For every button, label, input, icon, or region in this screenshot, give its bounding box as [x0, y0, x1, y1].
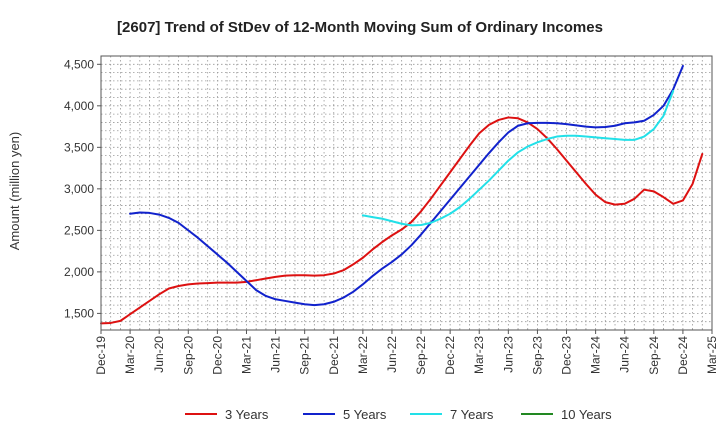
y-tick-label: 4,500: [64, 57, 94, 71]
y-axis-label: Amount (million yen): [7, 132, 22, 251]
x-tick-label: Sep-21: [298, 336, 312, 375]
legend: 3 Years 5 Years 7 Years 10 Years: [185, 407, 612, 422]
y-tick-label: 3,000: [64, 182, 94, 196]
x-tick-label: Jun-23: [501, 336, 515, 373]
x-tick-label: Mar-24: [589, 336, 603, 374]
y-tick-label: 1,500: [64, 306, 94, 320]
legend-label: 7 Years: [450, 407, 494, 422]
x-axis-ticks: Dec-19 Mar-20 Jun-20 Sep-20 Dec-20 Mar-21 Jun-…: [94, 330, 719, 375]
x-tick-label: Sep-20: [181, 336, 195, 375]
grid: [101, 56, 712, 331]
x-tick-label: Mar-21: [239, 336, 253, 374]
x-tick-label: Jun-22: [385, 336, 399, 373]
x-tick-label: Dec-22: [443, 336, 457, 375]
x-tick-label: Dec-20: [210, 336, 224, 375]
y-tick-label: 2,000: [64, 265, 94, 279]
series-line-3-years: [100, 116, 704, 325]
x-tick-label: Dec-21: [327, 336, 341, 375]
x-tick-label: Sep-24: [647, 336, 661, 375]
series-line-5-years: [129, 64, 684, 307]
x-tick-label: Dec-23: [560, 336, 574, 375]
legend-label: 10 Years: [561, 407, 612, 422]
x-tick-label: Mar-25: [705, 336, 719, 374]
y-tick-label: 3,500: [64, 140, 94, 154]
x-tick-label: Jun-24: [618, 336, 632, 373]
y-tick-label: 2,500: [64, 223, 94, 237]
x-tick-label: Mar-22: [356, 336, 370, 374]
y-axis-ticks: 1,500 2,000 2,500 3,000 3,500 4,000 4,500: [64, 57, 101, 320]
series-line-7-years: [361, 89, 675, 227]
legend-label: 3 Years: [225, 407, 269, 422]
chart-title: [2607] Trend of StDev of 12-Month Moving…: [117, 19, 603, 36]
x-tick-label: Jun-20: [152, 336, 166, 373]
series-lines: [100, 64, 704, 325]
x-tick-label: Dec-24: [676, 336, 690, 375]
x-tick-label: Sep-23: [530, 336, 544, 375]
legend-label: 5 Years: [343, 407, 387, 422]
x-tick-label: Dec-19: [94, 336, 108, 375]
x-tick-label: Mar-20: [123, 336, 137, 374]
x-tick-label: Jun-21: [269, 336, 283, 373]
plot-frame: [100, 55, 713, 331]
y-tick-label: 4,000: [64, 99, 94, 113]
x-tick-label: Mar-23: [472, 336, 486, 374]
x-tick-label: Sep-22: [414, 336, 428, 375]
